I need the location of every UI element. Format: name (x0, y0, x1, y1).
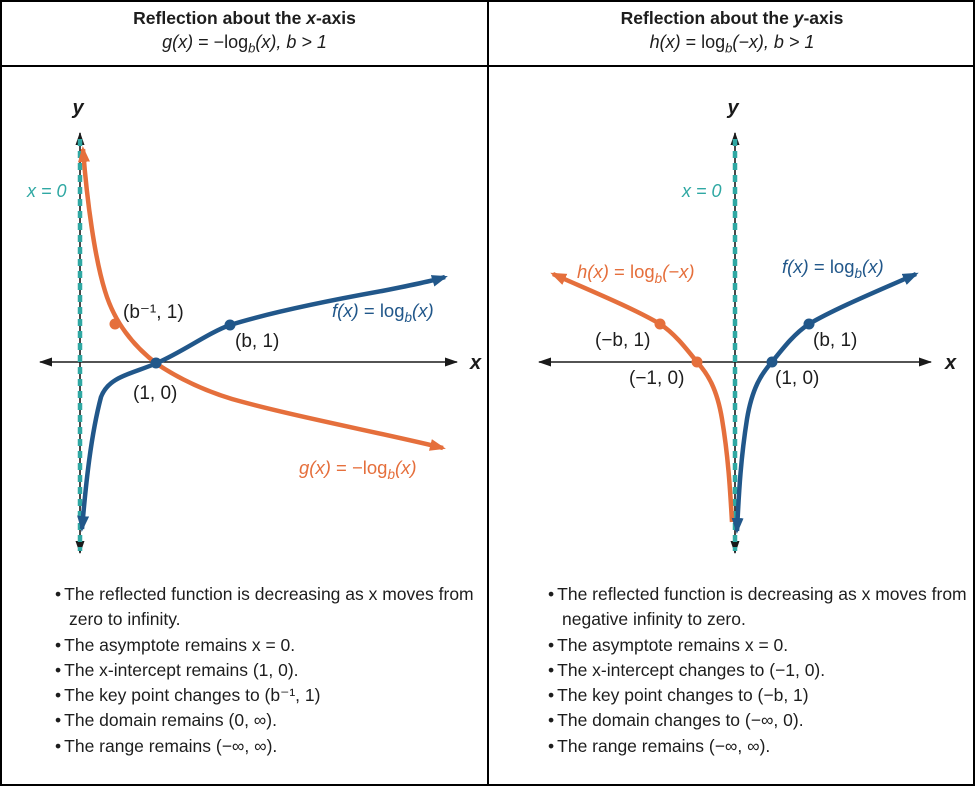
title-text: -axis (803, 8, 844, 29)
bullet-item: The asymptote remains x = 0. (535, 633, 971, 658)
h-label-fn: h(x) (577, 261, 609, 282)
left-panel-title: Reflection about the x-axis (133, 6, 356, 30)
reflected-key-point-dot (654, 318, 666, 330)
right-panel-title: Reflection about the y-axis (621, 6, 844, 30)
formula-arg: (x) (255, 32, 277, 53)
y-axis-label: y (726, 97, 739, 119)
h-curve-label: h(x) = logb(−x) (577, 261, 695, 286)
g-label-fn: g(x) (299, 457, 331, 478)
bullet-item: The key point changes to (−b, 1) (535, 683, 971, 708)
g-label-arg: (x) (395, 457, 417, 478)
y-axis-label: y (71, 97, 84, 119)
h-label-log: log (630, 261, 655, 282)
original-intercept-label: (1, 0) (775, 368, 819, 389)
title-text: -axis (315, 8, 356, 29)
x-axis-label: x (469, 352, 482, 374)
f-curve-label: f(x) = logb(x) (332, 300, 434, 325)
formula-eq: = − (193, 32, 225, 53)
f-curve-label: f(x) = logb(x) (782, 256, 884, 281)
formula-log: log (224, 32, 249, 53)
bullet-item: The range remains (−∞, ∞). (535, 734, 971, 759)
formula-fn: g(x) (162, 32, 194, 53)
header-divider (2, 65, 973, 67)
left-panel-header: Reflection about the x-axis g(x) = −logb… (2, 2, 487, 65)
intercept-point-dot (150, 357, 162, 369)
asymptote-label: x = 0 (681, 181, 722, 201)
left-graph: y x x = 0 (b⁻¹, 1) (b, 1) (1, 0) f(x) = … (26, 97, 482, 554)
h-curve (550, 271, 735, 523)
formula-base: b (725, 40, 733, 56)
f-label-eq: = (809, 256, 830, 277)
h-label-eq: = (609, 261, 630, 282)
title-variable: y (793, 8, 804, 29)
g-label-eq: = − (331, 457, 363, 478)
bullet-item: The domain remains (0, ∞). (42, 708, 478, 733)
bullet-item: The x-intercept changes to (−1, 0). (535, 658, 971, 683)
bullet-item: The reflected function is decreasing as … (535, 582, 971, 633)
title-text: Reflection about the (133, 8, 307, 29)
asymptote-label: x = 0 (26, 181, 67, 201)
title-variable: x (306, 8, 316, 29)
h-label-base: b (655, 271, 663, 286)
g-label-log: log (363, 457, 388, 478)
bullet-item: The asymptote remains x = 0. (42, 633, 478, 658)
x-axis-label: x (944, 352, 957, 374)
bullet-item: The x-intercept remains (1, 0). (42, 658, 478, 683)
reflected-intercept-dot (691, 356, 703, 368)
g-curve-label: g(x) = −logb(x) (299, 457, 417, 482)
formula-arg: (−x) (732, 32, 764, 53)
right-panel-header: Reflection about the y-axis h(x) = logb(… (489, 2, 973, 65)
reflected-key-point-label: (b⁻¹, 1) (123, 302, 184, 323)
f-label-base: b (405, 310, 413, 325)
reflected-key-point-dot (109, 318, 121, 330)
f-label-fn: f(x) (782, 256, 809, 277)
right-properties-list: The reflected function is decreasing as … (535, 582, 971, 759)
f-label-fn: f(x) (332, 300, 359, 321)
f-label-log: log (830, 256, 855, 277)
g-label-base: b (387, 467, 395, 482)
title-text: Reflection about the (620, 8, 794, 29)
f-label-arg: (x) (862, 256, 884, 277)
left-panel-formula: g(x) = −logb(x), b > 1 (162, 30, 327, 61)
original-key-point-dot (224, 319, 236, 331)
formula-log: log (701, 32, 726, 53)
f-label-base: b (855, 266, 863, 281)
formula-condition: , b > 1 (763, 32, 815, 53)
f-label-arg: (x) (412, 300, 434, 321)
original-key-point-dot (803, 318, 815, 330)
f-curve (731, 271, 919, 534)
original-key-point-label: (b, 1) (235, 331, 279, 352)
panel-divider (487, 2, 489, 784)
formula-condition: , b > 1 (276, 32, 327, 53)
original-intercept-dot (766, 356, 778, 368)
bullet-item: The range remains (−∞, ∞). (42, 734, 478, 759)
reflected-intercept-label: (−1, 0) (629, 368, 684, 389)
h-label-arg: (−x) (662, 261, 694, 282)
original-key-point-label: (b, 1) (813, 330, 857, 351)
formula-base: b (248, 40, 256, 56)
formula-eq: = (680, 32, 702, 53)
intercept-label: (1, 0) (133, 383, 177, 404)
f-label-eq: = (359, 300, 380, 321)
f-label-log: log (380, 300, 405, 321)
right-graph: y x x = 0 (−b, 1) (b, 1) (−1, 0) (1, 0) … (538, 97, 957, 554)
right-panel-formula: h(x) = logb(−x), b > 1 (650, 30, 815, 61)
left-properties-list: The reflected function is decreasing as … (42, 582, 478, 759)
bullet-item: The key point changes to (b⁻¹, 1) (42, 683, 478, 708)
bullet-item: The domain changes to (−∞, 0). (535, 708, 971, 733)
formula-fn: h(x) (649, 32, 681, 53)
reflected-key-point-label: (−b, 1) (595, 330, 650, 351)
bullet-item: The reflected function is decreasing as … (42, 582, 478, 633)
